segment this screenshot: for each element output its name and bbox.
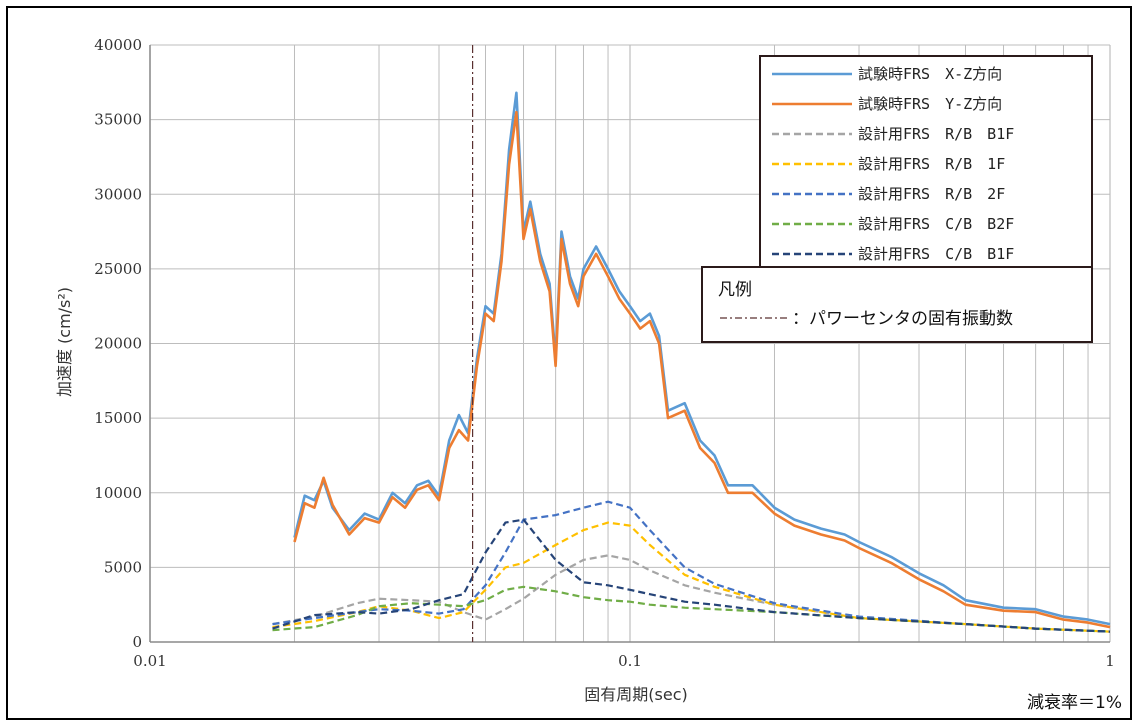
- series-line-7: [272, 518, 1111, 633]
- series-line-2: [293, 110, 1111, 629]
- series-line-4: [272, 521, 1111, 633]
- axis-ticks: 0 5000 10000 15000 20000 25000 30000 35000 40000…: [94, 36, 1114, 670]
- y-axis-title: 加速度 (cm/s²): [55, 287, 74, 397]
- y-tick-label: 20000: [94, 335, 142, 353]
- series-legend-box: [759, 55, 1093, 285]
- damping-note: 減衰率＝1%: [1027, 693, 1122, 713]
- legend-label: 設計用FRS R/B 2F: [858, 185, 1005, 203]
- grid-lines: [149, 44, 1111, 643]
- y-tick-label: 25000: [94, 260, 142, 278]
- marker-legend: 凡例 ：パワーセンタの固有振動数: [701, 266, 1093, 343]
- x-tick-label: 0.01: [133, 652, 166, 670]
- y-tick-label: 35000: [94, 111, 142, 129]
- marker-legend-label: ：パワーセンタの固有振動数: [792, 309, 1013, 329]
- legend-label: 設計用FRS R/B 1F: [858, 155, 1005, 173]
- series-layer: [272, 91, 1111, 633]
- legend-label: 設計用FRS R/B B1F: [858, 125, 1014, 143]
- legend-label: 設計用FRS C/B B1F: [858, 245, 1014, 263]
- x-tick-label: 0.1: [618, 652, 642, 670]
- series-line-3: [272, 554, 1111, 633]
- marker-legend-title: 凡例: [718, 280, 752, 300]
- y-tick-label: 15000: [94, 409, 142, 427]
- legend-label: 試験時FRS X-Z方向: [858, 65, 1002, 83]
- legend-label: 試験時FRS Y-Z方向: [858, 95, 1002, 113]
- y-tick-label: 0: [132, 633, 142, 651]
- marker-legend-box: [701, 266, 1093, 343]
- y-tick-label: 30000: [94, 185, 142, 203]
- x-tick-label: 1: [1105, 652, 1115, 670]
- y-tick-label: 40000: [94, 36, 142, 54]
- x-axis-title: 固有周期(sec): [584, 685, 687, 704]
- series-line-5: [272, 500, 1111, 633]
- y-tick-label: 5000: [104, 558, 142, 576]
- legend-label: 設計用FRS C/B B2F: [858, 215, 1014, 233]
- y-tick-label: 10000: [94, 484, 142, 502]
- series-line-1: [293, 91, 1111, 626]
